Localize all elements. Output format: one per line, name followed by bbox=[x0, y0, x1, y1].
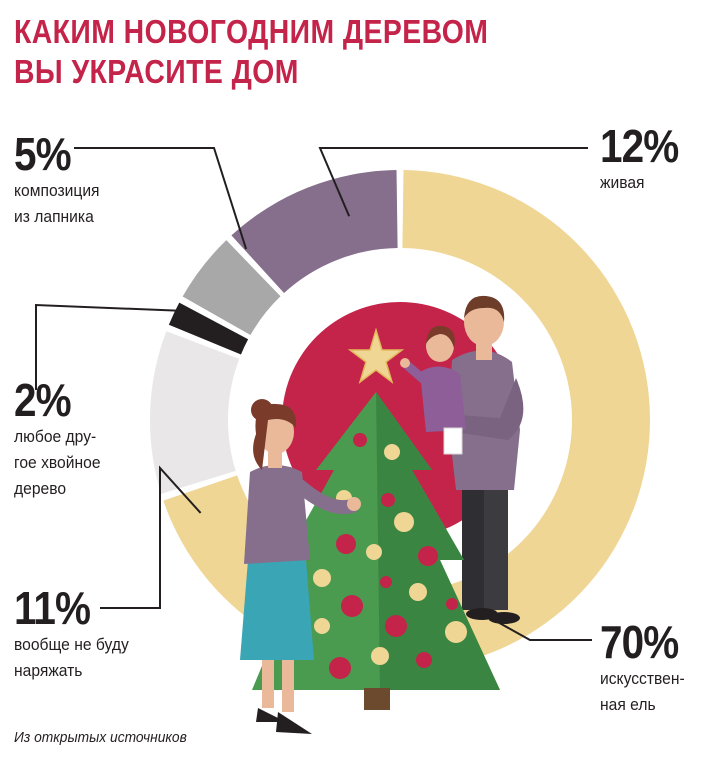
label-other-conifer: 2% любое дру- гое хвойное дерево bbox=[14, 376, 108, 502]
leader-line-3 bbox=[74, 147, 248, 250]
leader-lines bbox=[35, 147, 592, 641]
label-artificial: 70% искусствен- ная ель bbox=[600, 618, 692, 718]
slice-0 bbox=[163, 170, 650, 671]
desc-live: живая bbox=[600, 173, 645, 192]
donut-slices bbox=[150, 170, 650, 671]
label-none: 11% вообще не буду наряжать bbox=[14, 584, 139, 684]
leader-line-2 bbox=[35, 303, 187, 390]
desc-other-conifer: любое дру- гое хвойное дерево bbox=[14, 427, 101, 498]
father-figure bbox=[440, 295, 524, 624]
mother-figure bbox=[240, 399, 361, 734]
pct-artificial: 70% bbox=[600, 616, 679, 668]
family-tree-illustration bbox=[240, 295, 524, 734]
desc-none: вообще не буду наряжать bbox=[14, 635, 129, 680]
label-lapnik: 5% композиция из лапника bbox=[14, 130, 107, 230]
slice-1 bbox=[150, 331, 240, 494]
slice-4 bbox=[231, 170, 398, 293]
title-line-2: ВЫ УКРАСИТЕ ДОМ bbox=[14, 53, 299, 90]
pct-none: 11% bbox=[14, 582, 91, 634]
pct-other-conifer: 2% bbox=[14, 374, 72, 426]
slice-3 bbox=[182, 240, 281, 336]
pct-live: 12% bbox=[600, 120, 679, 172]
leader-line-1 bbox=[100, 465, 202, 609]
desc-artificial: искусствен- ная ель bbox=[600, 669, 685, 714]
label-live: 12% живая bbox=[600, 122, 689, 196]
pct-lapnik: 5% bbox=[14, 128, 72, 180]
child-figure bbox=[400, 325, 466, 455]
christmas-tree bbox=[252, 327, 500, 710]
slice-2 bbox=[168, 302, 249, 355]
leader-line-4 bbox=[318, 147, 588, 217]
title-line-1: КАКИМ НОВОГОДНИМ ДЕРЕВОМ bbox=[14, 13, 489, 50]
source-note: Из открытых источников bbox=[14, 729, 187, 746]
chart-title: КАКИМ НОВОГОДНИМ ДЕРЕВОМ ВЫ УКРАСИТЕ ДОМ bbox=[14, 12, 488, 92]
desc-lapnik: композиция из лапника bbox=[14, 181, 100, 226]
leader-line-0 bbox=[492, 618, 592, 641]
